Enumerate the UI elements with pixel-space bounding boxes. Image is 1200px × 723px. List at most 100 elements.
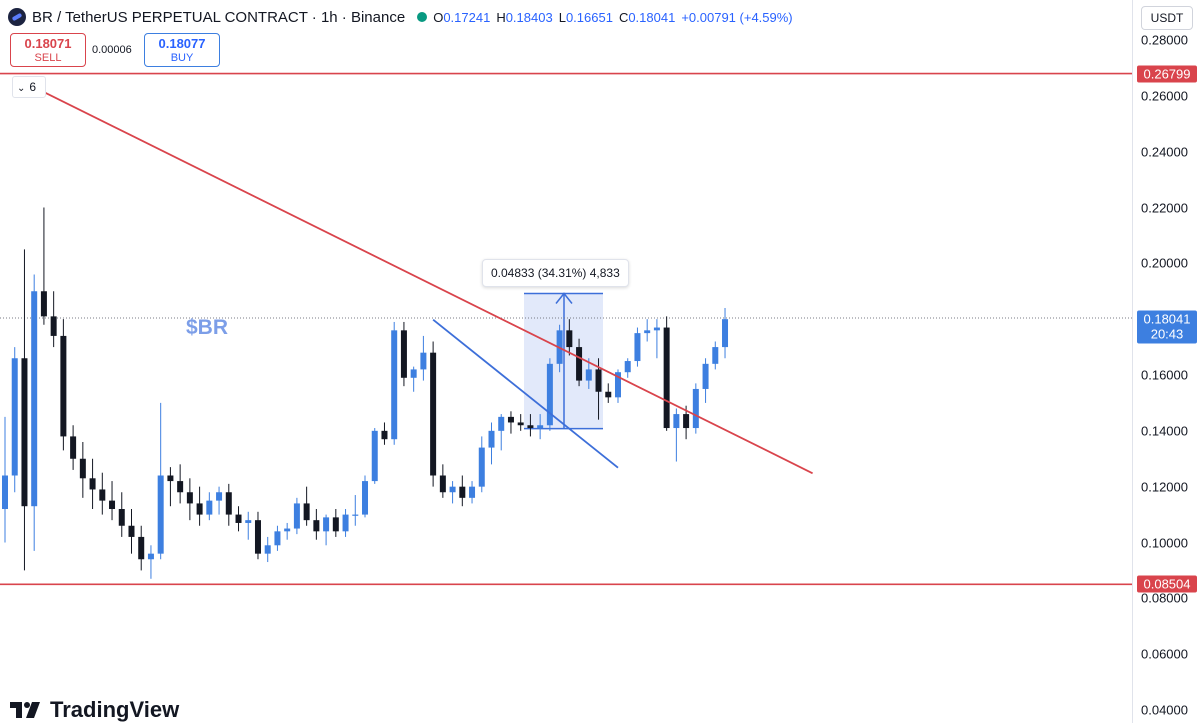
- candle-body: [400, 330, 407, 378]
- buy-button[interactable]: 0.18077 BUY: [144, 33, 220, 67]
- candle-body: [216, 492, 223, 501]
- candle-body: [410, 369, 417, 378]
- price-chart[interactable]: [0, 0, 1132, 723]
- buy-price: 0.18077: [158, 36, 206, 51]
- candle-body: [653, 327, 660, 331]
- blue-trendline: [432, 319, 619, 469]
- candle-body: [663, 327, 670, 429]
- candle-body: [99, 489, 106, 501]
- candle-body: [235, 514, 242, 523]
- candle-body: [177, 481, 184, 493]
- candle-body: [196, 503, 203, 515]
- candle-body: [70, 436, 77, 459]
- candle-body: [683, 414, 690, 429]
- last-price-value: 0.18041: [1143, 311, 1191, 327]
- candle-body: [702, 363, 709, 389]
- candle-body: [459, 486, 466, 498]
- price-tick-label: 0.08000: [1141, 590, 1188, 606]
- candle-body: [722, 319, 729, 348]
- candle-body: [254, 520, 261, 554]
- candle-body: [138, 536, 145, 560]
- candle-body: [381, 430, 388, 440]
- candle-body: [498, 416, 505, 431]
- candle-body: [430, 352, 437, 476]
- sell-label: SELL: [34, 52, 62, 64]
- price-tick-label: 0.12000: [1141, 479, 1188, 495]
- indicators-count: 6: [29, 80, 37, 94]
- candle-body: [89, 478, 96, 490]
- candle-body: [517, 422, 524, 426]
- candle-body: [11, 358, 18, 476]
- candle-body: [352, 514, 359, 516]
- price-tick-label: 0.10000: [1141, 535, 1188, 550]
- candle-body: [342, 514, 349, 532]
- ohlc-high: H0.18403: [496, 9, 553, 25]
- candle-body: [186, 492, 193, 504]
- candle-body: [31, 291, 38, 507]
- chart-text-annotation[interactable]: $BR: [186, 316, 229, 339]
- candle-body: [644, 330, 651, 334]
- candle-body: [323, 517, 330, 532]
- symbol-title[interactable]: BR / TetherUS PERPETUAL CONTRACT · 1h · …: [32, 8, 406, 26]
- price-tick-label: 0.24000: [1141, 144, 1188, 160]
- bar-countdown: 20:43: [1150, 326, 1184, 342]
- candle-body: [303, 503, 310, 521]
- measure-arrow-head: [555, 292, 573, 304]
- candle-body: [692, 388, 699, 429]
- market-status-icon: [417, 12, 428, 22]
- price-axis[interactable]: USDT 0.28000 0.26000 0.24000 0.22000 0.20000…: [1132, 0, 1200, 723]
- candle-body: [449, 486, 456, 493]
- price-tick-label: 0.14000: [1141, 423, 1188, 439]
- candle-body: [634, 333, 641, 362]
- candle-body: [439, 475, 446, 493]
- candle-body: [157, 475, 164, 554]
- candle-body: [274, 531, 281, 546]
- price-tick-label: 0.22000: [1141, 200, 1188, 215]
- tradingview-logo-text: TradingView: [50, 697, 180, 722]
- tradingview-logo[interactable]: TradingView: [10, 697, 179, 723]
- candle-body: [576, 347, 583, 381]
- price-tick-label: 0.28000: [1141, 32, 1188, 48]
- candle-body: [537, 425, 544, 429]
- candle-body: [546, 363, 553, 426]
- candle-body: [595, 369, 602, 392]
- sell-button[interactable]: 0.18071 SELL: [10, 33, 86, 67]
- candle-body: [469, 486, 476, 498]
- candle-body: [313, 520, 320, 532]
- ohlc-close: C0.18041: [618, 9, 676, 25]
- ohlc-low: L0.16651: [558, 9, 613, 25]
- support-price-badge: 0.08504: [1137, 575, 1197, 593]
- candle-body: [206, 500, 213, 515]
- resistance-price-badge: 0.26799: [1137, 65, 1197, 83]
- candle-body: [118, 509, 125, 526]
- ohlc-change: +0.00791 (+4.59%): [681, 9, 793, 25]
- symbol-logo-icon: [8, 8, 26, 26]
- candle-body: [566, 330, 573, 348]
- currency-selector[interactable]: USDT: [1141, 6, 1193, 30]
- candle-body: [109, 500, 116, 509]
- candle-body: [284, 528, 291, 532]
- measure-tooltip: 0.04833 (34.31%) 4,833: [482, 259, 629, 287]
- ohlc-open: O0.17241: [433, 9, 491, 25]
- candle-body: [245, 520, 252, 523]
- candle-body: [673, 414, 680, 429]
- chevron-down-icon: ⌄: [17, 83, 26, 94]
- last-price-badge: 0.18041 20:43: [1137, 310, 1197, 344]
- candle-body: [507, 416, 514, 423]
- candle-body: [362, 481, 369, 515]
- candle-body: [40, 291, 47, 317]
- candle-body: [60, 335, 67, 437]
- price-tick-label: 0.06000: [1141, 646, 1188, 662]
- candle-body: [420, 352, 427, 370]
- candle-body: [79, 458, 86, 479]
- candle-body: [167, 475, 174, 482]
- candle-body: [712, 347, 719, 364]
- candle-body: [478, 447, 485, 487]
- candle-body: [225, 492, 232, 515]
- buy-label: BUY: [170, 52, 194, 64]
- price-tick-label: 0.26000: [1141, 88, 1188, 104]
- chart-pane[interactable]: BR / TetherUS PERPETUAL CONTRACT · 1h · …: [0, 0, 1132, 723]
- indicators-toggle[interactable]: ⌄ 6: [12, 76, 46, 98]
- candle-body: [128, 525, 135, 537]
- symbol-legend: BR / TetherUS PERPETUAL CONTRACT · 1h · …: [8, 7, 799, 27]
